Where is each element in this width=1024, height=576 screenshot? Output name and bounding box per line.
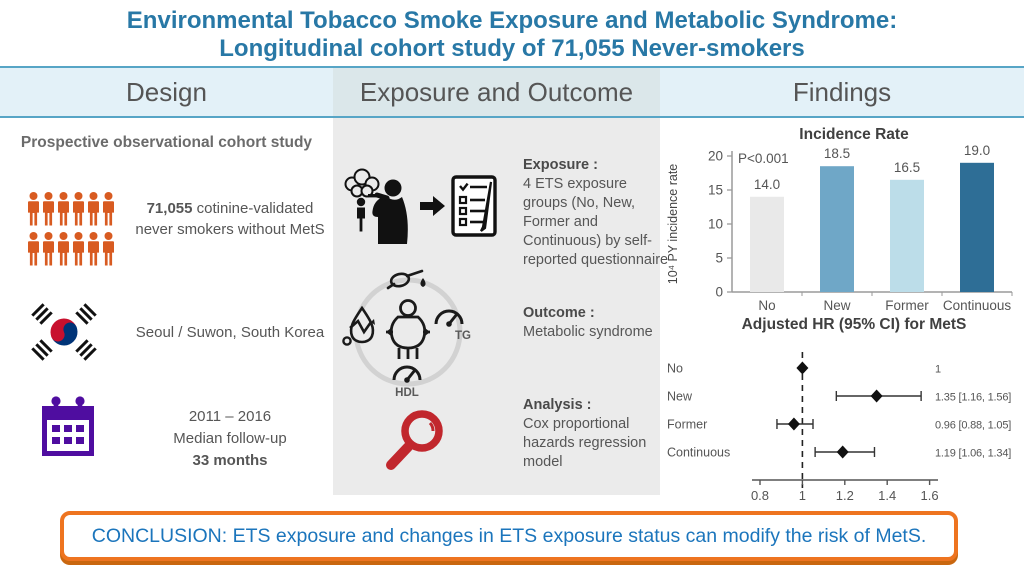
incidence-rate-bar-chart: 0 5 10 15 20 14.0 No 18.5 New 16.5 Former 19.0 Conti… [666,143,1013,313]
svg-text:P<0.001: P<0.001 [738,151,789,166]
outcome-body: Metabolic syndrome [523,324,653,340]
cohort-text: 71,055 cotinine-validated never smokers … [132,198,328,240]
location-text: Seoul / Suwon, South Korea [135,324,325,341]
study-period: 2011 – 2016 [188,408,272,425]
followup-text: 2011 – 2016 Median follow-up 33 months [132,406,328,472]
design-column: Prospective observational cohort study 7… [0,118,333,505]
south-korea-flag-icon [30,302,98,362]
exposure-heading: Exposure : [523,157,598,173]
svg-text:No: No [758,298,775,313]
magnifier-icon [386,410,443,470]
svg-text:15: 15 [708,183,723,198]
study-type-text: Prospective observational cohort study [20,134,313,151]
header-findings: Findings [660,68,1024,116]
header-design: Design [0,68,333,116]
analysis-body: Cox proportional hazards regression mode… [523,416,647,470]
secondhand-smoke-icon [344,168,408,244]
bar-chart-title: Incidence Rate [799,126,909,143]
svg-text:Former: Former [667,418,707,432]
outcome-text-block: Outcome : Metabolic syndrome [523,304,673,342]
page-title: Environmental Tobacco Smoke Exposure and… [0,7,1024,63]
followup-duration: 33 months [192,452,268,469]
arrow-right-icon [420,196,445,216]
svg-text:No: No [667,362,683,376]
svg-text:1.2: 1.2 [836,488,854,503]
people-cohort-icon [28,192,114,266]
svg-text:16.5: 16.5 [894,160,920,175]
exposure-body: 4 ETS exposure groups (No, New, Former a… [523,176,669,268]
title-line-2: Longitudinal cohort study of 71,055 Neve… [219,35,805,62]
svg-text:1.19 [1.06, 1.34]: 1.19 [1.06, 1.34] [935,448,1011,460]
svg-text:10⁴ PY incidence rate: 10⁴ PY incidence rate [666,164,680,285]
adjusted-hr-forest-plot: 0.8 1 1.2 1.4 1.6 No 1 New 1.35 [1.16, 1.56] Form… [667,352,1011,503]
followup-label: Median follow-up [173,430,287,447]
svg-text:10: 10 [708,217,723,232]
cohort-rest: cotinine-validated never smokers without… [135,200,325,238]
exposure-icon-group [341,160,511,252]
svg-text:0.8: 0.8 [751,488,769,503]
analysis-heading: Analysis : [523,397,592,413]
svg-text:19.0: 19.0 [964,143,990,158]
svg-text:New: New [823,298,850,313]
svg-text:0.96 [0.88, 1.05]: 0.96 [0.88, 1.05] [935,420,1011,432]
tg-label: TG [455,330,471,342]
cohort-count: 71,055 [146,200,193,217]
conclusion-box: CONCLUSION: ETS exposure and changes in … [60,511,958,561]
findings-column: Incidence Rate 0 5 10 15 20 14.0 No 18.5 New 16.5… [664,118,1024,505]
hdl-label: HDL [395,387,419,399]
questionnaire-checklist-icon [451,175,497,237]
outcome-heading: Outcome : [523,305,595,321]
analysis-text-block: Analysis : Cox proportional hazards regr… [523,396,673,472]
svg-text:Continuous: Continuous [943,298,1012,313]
svg-text:0: 0 [715,285,723,300]
svg-text:Former: Former [885,298,929,313]
metabolic-syndrome-icon: TG HDL [342,269,471,399]
svg-text:5: 5 [715,251,723,266]
calendar-icon [42,396,94,456]
svg-text:1: 1 [935,364,941,376]
svg-text:20: 20 [708,149,723,164]
title-line-1: Environmental Tobacco Smoke Exposure and… [126,7,898,34]
forest-plot-title: Adjusted HR (95% CI) for MetS [741,316,967,333]
svg-text:1: 1 [799,488,806,503]
section-header-band: Design Exposure and Outcome Findings [0,66,1024,118]
svg-text:New: New [667,390,693,404]
svg-text:1.4: 1.4 [878,488,896,503]
exposure-text-block: Exposure : 4 ETS exposure groups (No, Ne… [523,156,673,270]
header-exposure-outcome: Exposure and Outcome [333,68,660,116]
svg-text:1.35 [1.16, 1.56]: 1.35 [1.16, 1.56] [935,392,1011,404]
svg-text:Continuous: Continuous [667,446,730,460]
exposure-outcome-column: Exposure : 4 ETS exposure groups (No, Ne… [333,118,668,495]
svg-text:1.6: 1.6 [921,488,939,503]
svg-text:18.5: 18.5 [824,146,850,161]
conclusion-text: CONCLUSION: ETS exposure and changes in … [91,524,927,547]
svg-text:14.0: 14.0 [754,177,780,192]
